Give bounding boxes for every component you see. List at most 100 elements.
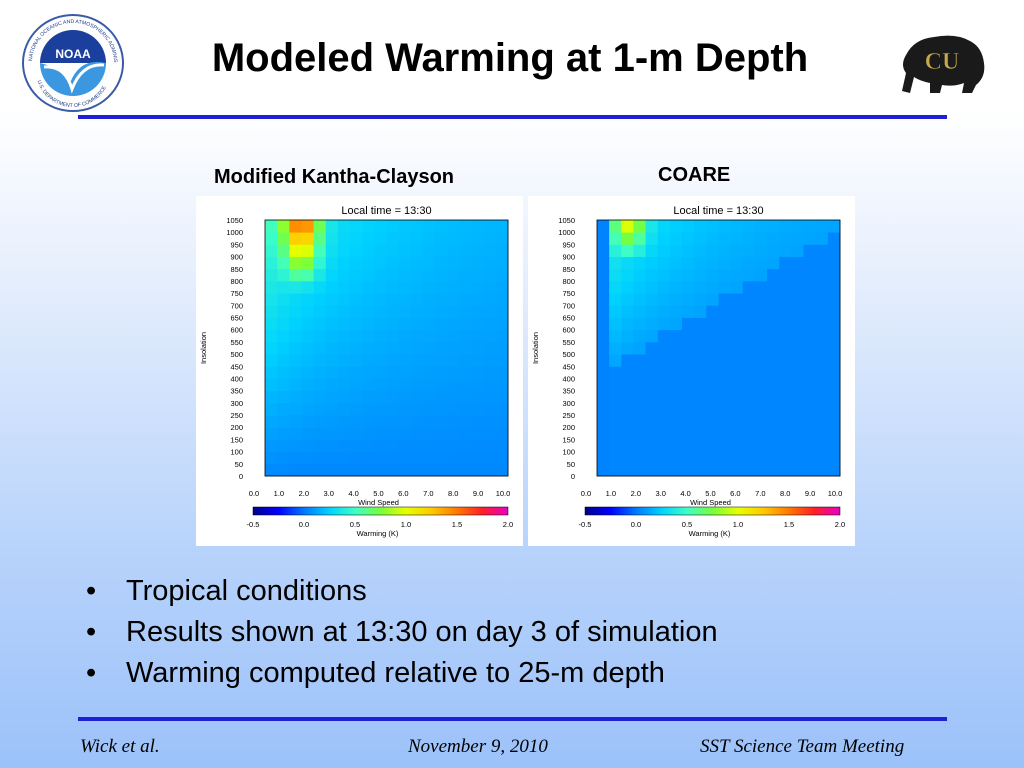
heatmap-cell (706, 305, 719, 318)
chart-title: Local time = 13:30 (341, 205, 431, 217)
heatmap-cell (767, 415, 780, 428)
heatmap-cell (398, 268, 412, 282)
heatmap-cell (289, 341, 302, 355)
heatmap-cell (483, 317, 497, 331)
heatmap-cell (277, 341, 290, 355)
heatmap-cell (682, 268, 695, 282)
heatmap-cell (471, 305, 485, 318)
heatmap-cell (597, 451, 610, 465)
plot-frame (264, 219, 509, 477)
heatmap-cell (815, 415, 829, 428)
heatmap-cell (410, 329, 424, 343)
heatmap-cell (694, 280, 707, 294)
heatmap-cell (827, 317, 841, 331)
heatmap-cell (495, 232, 509, 245)
heatmap-cell (682, 317, 695, 331)
heatmap-cell (791, 268, 804, 282)
heatmap-cell (447, 402, 460, 416)
heatmap-cell (265, 366, 278, 379)
heatmap-cell (313, 390, 327, 404)
heatmap-cell (645, 280, 659, 294)
heatmap-cell (483, 366, 497, 379)
heatmap-cell (621, 341, 634, 355)
heatmap-cell (730, 341, 744, 355)
heatmap-cell (779, 451, 792, 465)
colorbar-tick-label: 0.5 (350, 520, 360, 529)
heatmap-cell (471, 341, 485, 355)
heatmap-cell (779, 256, 792, 270)
heatmap-cell (742, 256, 756, 270)
colorbar-tick-label: 0.0 (631, 520, 641, 529)
heatmap-cell (621, 317, 634, 331)
heatmap-cell (767, 427, 780, 440)
heatmap-cell (718, 427, 732, 440)
heatmap-cell (803, 415, 817, 428)
heatmap-cell (669, 378, 683, 392)
heatmap-cell (669, 244, 683, 257)
heatmap-cell (495, 244, 509, 257)
heatmap-cell (447, 256, 460, 270)
heatmap-cell (645, 390, 659, 404)
heatmap-cell (277, 280, 290, 294)
heatmap-cell (803, 280, 817, 294)
heatmap-cell (459, 439, 472, 453)
heatmap-cell (669, 463, 683, 477)
heatmap-cell (435, 305, 448, 318)
heatmap-cell (459, 244, 472, 257)
heatmap-cell (265, 293, 278, 306)
heatmap-cell (277, 439, 290, 453)
heatmap-cell (609, 402, 622, 416)
heatmap-cell (827, 244, 841, 257)
heatmap-cell (265, 427, 278, 440)
heatmap-cell (386, 354, 400, 367)
heatmap-cell (422, 427, 436, 440)
heatmap-cell (362, 244, 375, 257)
x-tick-label: 2.0 (631, 489, 641, 498)
heatmap-cell (350, 256, 363, 270)
heatmap-cell (313, 329, 327, 343)
heatmap-cell (362, 232, 375, 245)
heatmap-cell (386, 329, 400, 343)
heatmap-cell (767, 293, 780, 306)
heatmap-cell (682, 220, 695, 233)
y-tick-label: 950 (562, 240, 575, 249)
heatmap-cell (337, 390, 351, 404)
heatmap-cell (325, 378, 339, 392)
heatmap-cell (471, 439, 485, 453)
heatmap-cell (447, 232, 460, 245)
x-tick-label: 5.0 (705, 489, 715, 498)
y-tick-label: 350 (562, 387, 575, 396)
heatmap-cell (435, 439, 448, 453)
heatmap-cell (754, 427, 768, 440)
heatmap-cell (694, 378, 707, 392)
heatmap-cell (362, 463, 375, 477)
heatmap-cell (289, 244, 302, 257)
heatmap-cell (459, 232, 472, 245)
heatmap-cell (803, 293, 817, 306)
heatmap-cell (362, 341, 375, 355)
bullet-list: • Tropical conditions • Results shown at 1… (86, 572, 718, 695)
heatmap-cell (742, 268, 756, 282)
heatmap-cell (422, 220, 436, 233)
heatmap-cell (313, 280, 327, 294)
heatmap-cell (459, 378, 472, 392)
heatmap-cell (815, 439, 829, 453)
heatmap-cell (730, 293, 744, 306)
y-tick-label: 50 (235, 460, 243, 469)
heatmap-cell (325, 305, 339, 318)
heatmap-cell (471, 268, 485, 282)
heatmap-cell (669, 402, 683, 416)
heatmap-cell (386, 427, 400, 440)
heatmap-cell (265, 280, 278, 294)
heatmap-cell (301, 451, 314, 465)
heatmap-cell (337, 451, 351, 465)
heatmap-cell (657, 329, 671, 343)
heatmap-cell (398, 341, 412, 355)
heatmap-cell (410, 244, 424, 257)
heatmap-cell (597, 415, 610, 428)
heatmap-cell (779, 354, 792, 367)
x-tick-label: 8.0 (448, 489, 458, 498)
left-panel-label: Modified Kantha-Clayson (214, 166, 455, 188)
heatmap-cell (779, 329, 792, 343)
heatmap-cell (754, 390, 768, 404)
